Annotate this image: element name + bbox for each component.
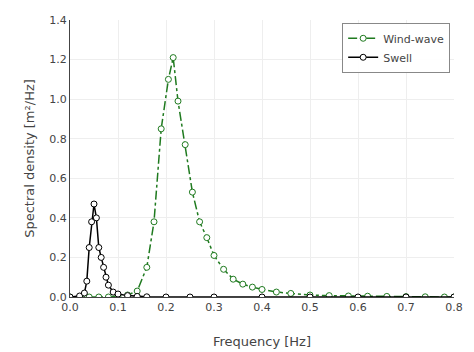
svg-text:0.3: 0.3 (205, 301, 223, 314)
svg-text:0.5: 0.5 (301, 301, 319, 314)
svg-text:0.4: 0.4 (253, 301, 271, 314)
svg-text:0.0: 0.0 (49, 291, 67, 304)
svg-text:Wind-wave: Wind-wave (383, 33, 444, 46)
svg-text:Spectral density [m²/Hz]: Spectral density [m²/Hz] (22, 79, 37, 238)
svg-text:1.4: 1.4 (49, 14, 67, 27)
svg-text:0.4: 0.4 (49, 212, 67, 225)
svg-text:0.8: 0.8 (445, 301, 463, 314)
svg-text:0.7: 0.7 (397, 301, 415, 314)
svg-text:Frequency [Hz]: Frequency [Hz] (213, 334, 311, 349)
svg-text:0.2: 0.2 (157, 301, 175, 314)
svg-text:1.2: 1.2 (49, 53, 67, 66)
svg-text:0.2: 0.2 (49, 251, 67, 264)
svg-text:1.0: 1.0 (49, 93, 67, 106)
svg-text:Swell: Swell (383, 52, 412, 65)
svg-text:0.6: 0.6 (349, 301, 367, 314)
svg-text:0.6: 0.6 (49, 172, 67, 185)
svg-text:0.0: 0.0 (61, 301, 79, 314)
svg-text:0.1: 0.1 (109, 301, 127, 314)
svg-text:0.8: 0.8 (49, 133, 67, 146)
